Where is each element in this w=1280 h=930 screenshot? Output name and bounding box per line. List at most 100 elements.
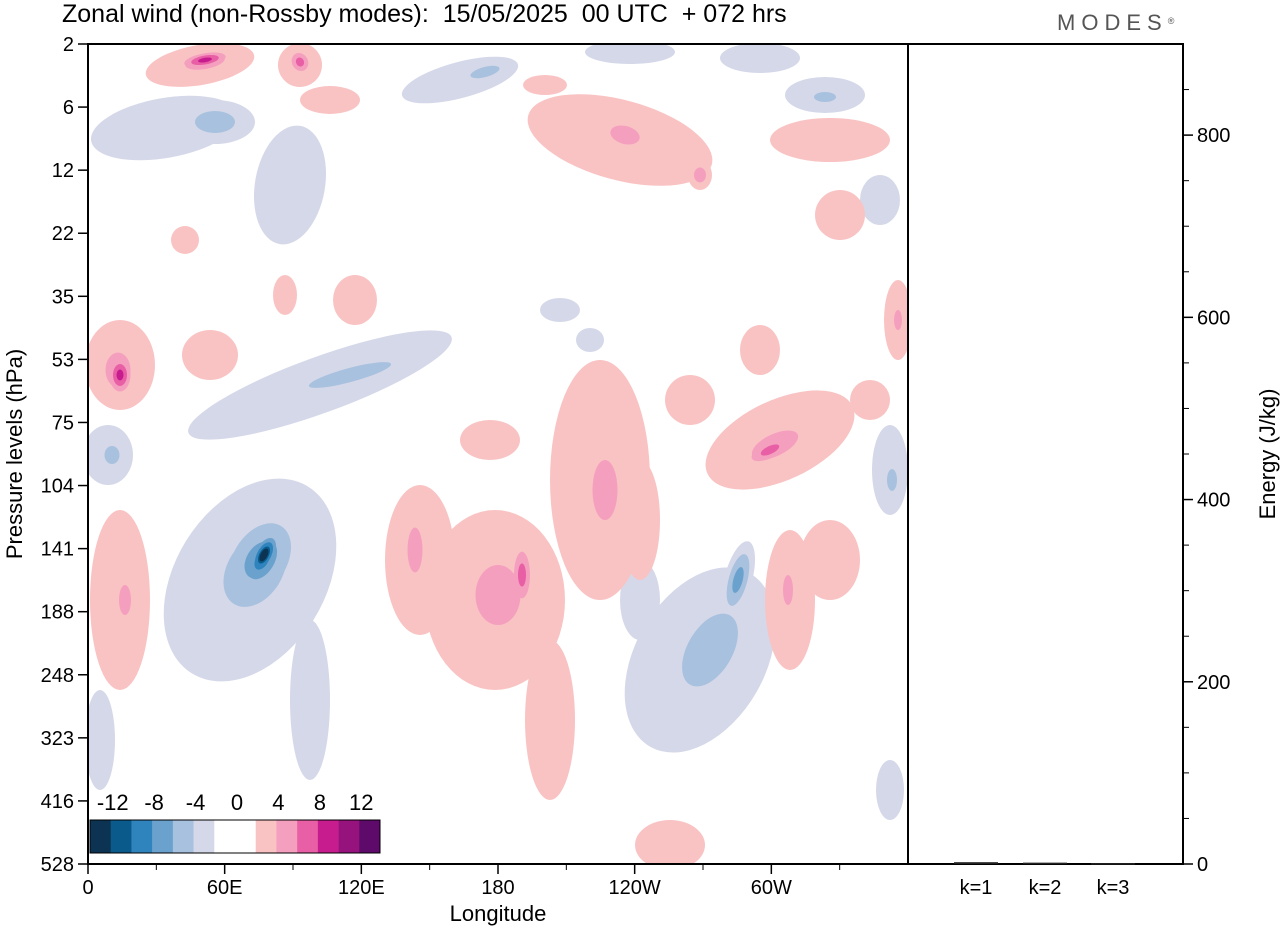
positive-wind-contour [694,167,706,183]
positive-wind-contour [525,640,575,800]
y-tick-label: 75 [52,412,74,434]
energy-tick-label: 0 [1197,854,1208,876]
x-axis-title: Longitude [450,901,547,926]
colorbar-swatch [152,820,174,853]
colorbar-swatch [214,820,236,853]
negative-wind-contour [876,760,904,820]
negative-wind-contour [732,567,744,593]
energy-tick-label: 600 [1197,307,1230,329]
positive-wind-contour [407,527,423,573]
negative-wind-contour [814,92,836,102]
negative-wind-contour [88,690,115,790]
colorbar-swatch [297,820,319,853]
y-tick-label: 35 [52,286,74,308]
negative-wind-contour [585,44,675,64]
positive-wind-contour [273,275,297,315]
positive-wind-contour [783,575,793,605]
energy-category-label: k=3 [1097,877,1130,899]
y-tick-label: 528 [41,854,74,876]
colorbar: -12 -8 -4 0 4 8 12 [89,790,381,854]
colorbar-swatch [172,820,194,853]
positive-wind-contour [894,310,902,330]
energy-bar [1091,863,1135,865]
colorbar-swatch [235,820,257,853]
positive-wind-contour [815,190,865,240]
energy-tick-label: 200 [1197,672,1230,694]
energy-bar [954,862,998,864]
heatmap-field [88,44,908,864]
positive-wind-contour [850,380,890,420]
colorbar-swatch [359,820,381,853]
colorbar-swatch [110,820,132,853]
positive-wind-contour [518,563,526,587]
energy-category-label: k=1 [960,877,993,899]
y-tick-label: 248 [41,665,74,687]
positive-wind-contour [475,565,521,625]
energy-frame [907,43,1184,865]
y-tick-label: 104 [41,476,74,498]
positive-wind-contour [770,118,890,162]
colorbar-swatch [317,820,339,853]
energy-tick-label: 400 [1197,490,1230,512]
negative-wind-contour [620,560,660,640]
y-axis-title: Pressure levels (hPa) [2,349,27,559]
x-tick-label: 60W [751,877,792,899]
colorbar-swatch [90,820,112,853]
positive-wind-contour [665,375,715,425]
x-axis: 0 60E 120E 180 120W 60W [82,864,841,899]
positive-wind-contour [171,226,199,254]
energy-axis-title: Energy (J/kg) [1255,389,1280,520]
negative-wind-contour [576,328,604,352]
positive-wind-contour [295,57,305,67]
x-tick-label: 60E [207,877,243,899]
x-tick-label: 180 [481,877,514,899]
negative-wind-contour [887,469,897,491]
positive-wind-contour [610,125,640,145]
colorbar-swatch [193,820,215,853]
positive-wind-contour [333,275,377,325]
y-axis: 2 6 12 22 35 53 75 104 141 188 248 323 416 528 [41,34,88,876]
y-tick-label: 22 [52,223,74,245]
chart-title: Zonal wind (non-Rossby modes): 15/05/202… [62,0,787,28]
negative-wind-contour [860,175,900,225]
y-tick-label: 416 [41,791,74,813]
colorbar-swatch [131,820,153,853]
positive-wind-contour [460,420,520,460]
colorbar-swatch [338,820,360,853]
energy-category-label: k=2 [1029,877,1062,899]
x-tick-label: 120W [609,877,661,899]
positive-wind-contour [800,520,860,600]
positive-wind-contour [182,330,238,380]
x-tick-label: 0 [82,877,93,899]
negative-wind-contour [308,362,392,388]
negative-wind-contour [290,620,330,780]
colorbar-label: 0 [231,790,243,815]
negative-wind-contour [104,446,120,464]
logo-text: MODES [1057,10,1168,35]
y-tick-label: 141 [41,539,74,561]
positive-wind-contour [592,460,618,520]
logo-mark: ® [1167,16,1175,26]
y-tick-label: 188 [41,602,74,624]
y-tick-label: 12 [52,160,74,182]
energy-axis: 0 200 400 600 800 [1183,89,1230,876]
colorbar-label: 4 [272,790,284,815]
positive-wind-contour [740,325,780,375]
colorbar-label: -12 [97,790,129,815]
energy-tick-label: 800 [1197,125,1230,147]
y-tick-label: 53 [52,349,74,371]
colorbar-label: 8 [314,790,326,815]
y-tick-label: 6 [63,97,74,119]
colorbar-label: -4 [186,790,206,815]
energy-bar [1023,862,1067,865]
negative-wind-contour [540,298,580,322]
y-tick-label: 2 [63,34,74,56]
modes-logo: MODES® [1057,10,1174,36]
colorbar-swatch [276,820,298,853]
negative-wind-contour [253,125,327,245]
negative-wind-contour [720,44,800,73]
positive-wind-contour [116,369,124,381]
colorbar-swatch [255,820,277,853]
colorbar-label: 12 [349,790,373,815]
positive-wind-contour [300,86,360,114]
